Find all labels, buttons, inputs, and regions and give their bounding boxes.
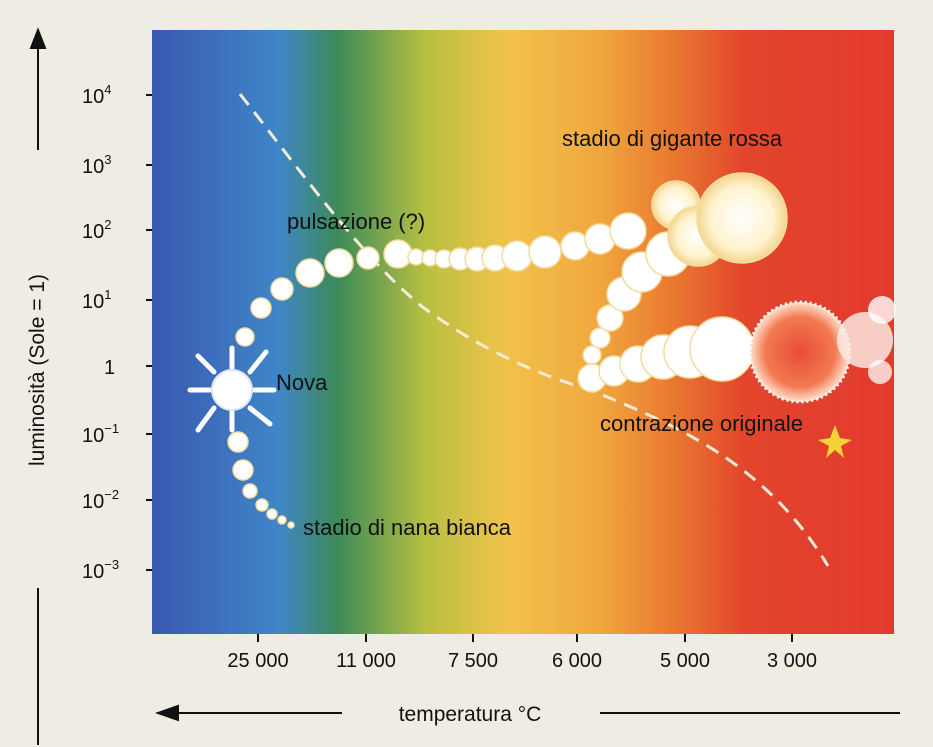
nova-label: Nova	[276, 370, 328, 395]
upper-track	[235, 212, 647, 347]
y-tick-label: 104	[82, 82, 111, 108]
star-bubble	[589, 327, 611, 349]
star-bubble	[356, 246, 380, 270]
star-bubble	[255, 498, 269, 512]
star-bubble	[609, 212, 647, 250]
star-bubble	[270, 277, 294, 301]
star-bubble	[242, 483, 258, 499]
y-tick-label: 10−2	[82, 487, 119, 513]
nova-star	[187, 345, 277, 433]
red-giant-label: stadio di gigante rossa	[562, 126, 783, 151]
sparkle-icon	[818, 425, 852, 458]
fuzzy-giant-star	[748, 296, 896, 404]
contraction-label: contrazione originale	[600, 411, 803, 436]
star-bubble	[250, 297, 272, 319]
x-tick-label: 3 000	[767, 650, 817, 672]
star-bubble	[689, 316, 755, 382]
star-bubble	[232, 459, 254, 481]
star-bubble	[324, 248, 354, 278]
x-tick-label: 11 000	[336, 650, 396, 672]
star-bubble	[596, 304, 624, 332]
y-tick-label: 103	[82, 152, 111, 178]
star-bubble	[277, 515, 287, 525]
dashed-track	[238, 93, 830, 567]
x-axis-ticks: 25 000 11 000 7 500 6 000 5 000 3 000	[227, 634, 817, 672]
y-tick-label: 101	[82, 287, 111, 313]
star-bubble	[528, 235, 562, 269]
y-tick-label: 10−1	[82, 421, 119, 447]
star-bubble	[227, 431, 249, 453]
star-bubble	[287, 521, 295, 529]
star-bubble	[295, 258, 325, 288]
star-bubble	[501, 240, 533, 272]
y-tick-label: 102	[82, 217, 111, 243]
y-tick-label: 10−3	[82, 557, 119, 583]
x-tick-label: 6 000	[552, 650, 602, 672]
x-tick-label: 5 000	[660, 650, 710, 672]
x-axis-label: temperatura °C	[399, 703, 542, 726]
star-bubble	[696, 172, 788, 264]
star-bubble	[235, 327, 255, 347]
y-tick-label: 1	[104, 357, 115, 379]
red-giant-track	[651, 172, 788, 267]
x-axis-arrow	[154, 704, 900, 722]
pulsation-label: pulsazione (?)	[287, 209, 425, 234]
star-bubble	[582, 345, 602, 365]
white-dwarf-track	[227, 431, 295, 529]
y-axis-arrow	[29, 27, 47, 745]
y-axis-ticks: 104 103 102 101 1 10−1 10−2 10−3	[82, 82, 152, 583]
x-tick-label: 7 500	[448, 650, 498, 672]
white-dwarf-label: stadio di nana bianca	[303, 515, 512, 540]
y-axis-label: luminosità (Sole = 1)	[26, 274, 49, 466]
star-bubble	[266, 508, 278, 520]
x-tick-label: 25 000	[227, 650, 288, 672]
